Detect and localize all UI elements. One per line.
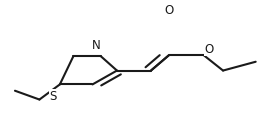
Text: O: O (164, 4, 173, 17)
Text: S: S (49, 90, 57, 103)
Text: O: O (205, 43, 214, 56)
Text: N: N (92, 39, 101, 52)
